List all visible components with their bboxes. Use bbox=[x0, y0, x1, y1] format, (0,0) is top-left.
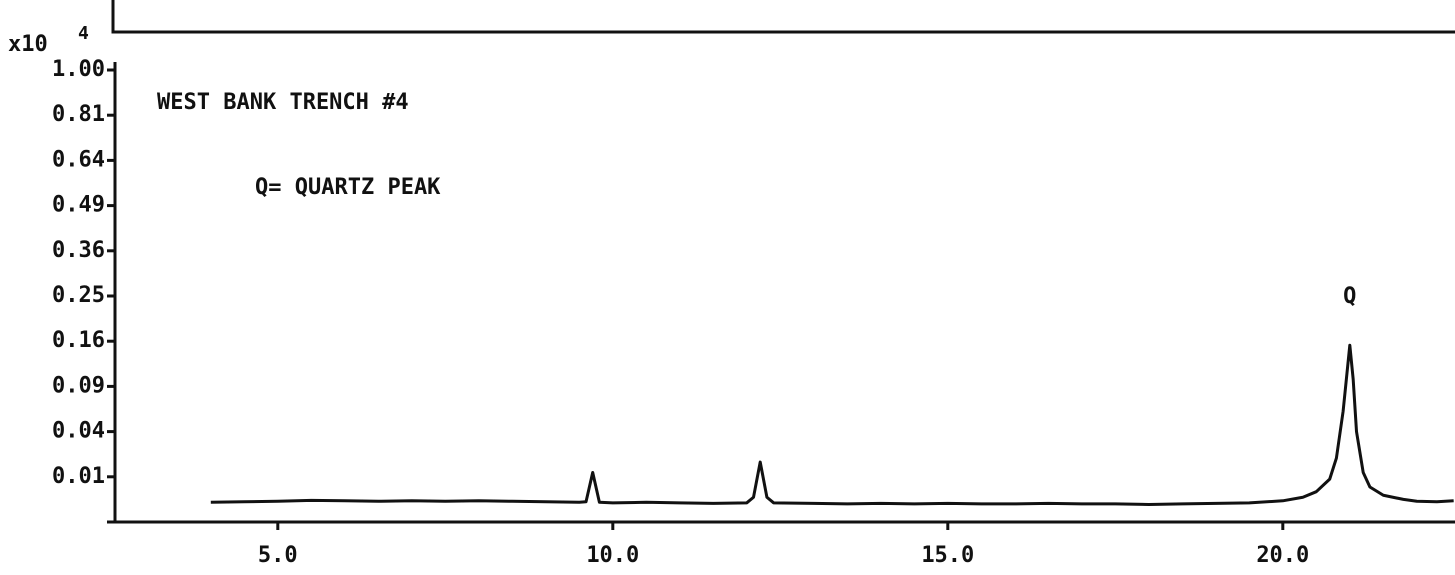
chart-title: WEST BANK TRENCH #4 bbox=[157, 90, 409, 115]
upper-panel-frame bbox=[111, 0, 1455, 34]
y-axis-multiplier: x10 bbox=[8, 32, 48, 57]
y-axis-multiplier-exponent: 4 bbox=[78, 23, 89, 44]
y-tick-label: 1.00 bbox=[52, 57, 105, 82]
data-line bbox=[210, 343, 1454, 506]
y-tick-label: 0.25 bbox=[52, 283, 105, 308]
y-tick-label: 0.04 bbox=[52, 419, 105, 444]
peak-annotation: Q bbox=[1343, 284, 1356, 309]
annotation: Q= QUARTZ PEAK bbox=[255, 175, 441, 200]
y-tick-label: 0.81 bbox=[52, 102, 105, 127]
y-tick-label: 0.01 bbox=[52, 464, 105, 489]
y-tick-label: 0.16 bbox=[52, 328, 105, 353]
y-tick-label: 0.09 bbox=[52, 373, 105, 398]
x-tick-label: 10.0 bbox=[586, 543, 639, 568]
y-tick-label: 0.49 bbox=[52, 193, 105, 218]
x-tick-label: 20.0 bbox=[1256, 543, 1309, 568]
x-tick-label: 15.0 bbox=[921, 543, 974, 568]
x-tick-label: 5.0 bbox=[258, 543, 298, 568]
y-tick-label: 0.36 bbox=[52, 238, 105, 263]
y-tick-label: 0.64 bbox=[52, 147, 105, 172]
